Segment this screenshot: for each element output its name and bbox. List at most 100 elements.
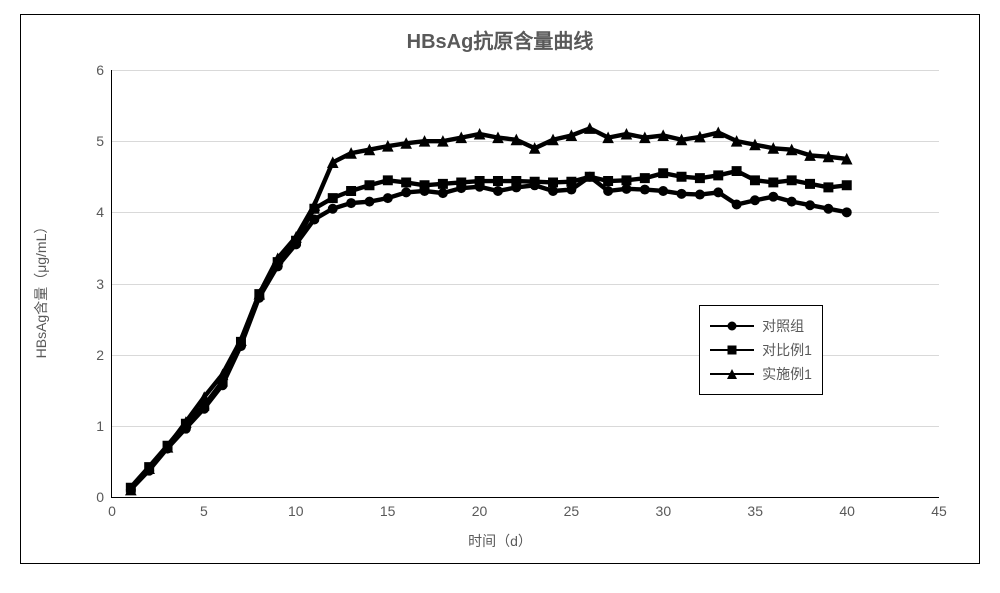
y-tick-label: 4 (96, 204, 112, 220)
marker-example1 (787, 145, 797, 155)
plot-area: 0123456051015202530354045对照组对比例1实施例1 (111, 70, 939, 498)
x-tick-label: 20 (472, 497, 488, 519)
marker-compare1 (769, 178, 778, 187)
marker-compare1 (732, 167, 741, 176)
marker-control (622, 184, 631, 193)
x-tick-label: 10 (288, 497, 304, 519)
marker-example1 (713, 128, 723, 138)
legend-swatch (710, 343, 754, 357)
y-tick-label: 2 (96, 347, 112, 363)
y-tick-label: 5 (96, 133, 112, 149)
marker-control (769, 192, 778, 201)
legend-label: 对照组 (762, 316, 804, 336)
marker-control (640, 185, 649, 194)
marker-example1 (566, 130, 576, 140)
triangle-icon (725, 367, 739, 381)
marker-control (659, 186, 668, 195)
marker-example1 (677, 135, 687, 145)
x-tick-label: 40 (839, 497, 855, 519)
marker-compare1 (622, 176, 631, 185)
marker-compare1 (714, 171, 723, 180)
marker-compare1 (604, 177, 613, 186)
marker-example1 (346, 148, 356, 158)
marker-control (549, 186, 558, 195)
marker-compare1 (383, 176, 392, 185)
marker-example1 (823, 152, 833, 162)
marker-compare1 (365, 181, 374, 190)
x-axis-label: 时间（d） (21, 531, 979, 551)
marker-example1 (640, 133, 650, 143)
marker-compare1 (567, 177, 576, 186)
marker-compare1 (328, 194, 337, 203)
marker-control (383, 194, 392, 203)
marker-compare1 (402, 178, 411, 187)
marker-control (402, 188, 411, 197)
marker-compare1 (438, 179, 447, 188)
marker-control (310, 215, 319, 224)
marker-control (714, 188, 723, 197)
x-tick-label: 35 (747, 497, 763, 519)
legend-label: 对比例1 (762, 340, 812, 360)
marker-compare1 (585, 172, 594, 181)
marker-example1 (658, 130, 668, 140)
marker-example1 (768, 143, 778, 153)
marker-control (824, 204, 833, 213)
marker-compare1 (420, 181, 429, 190)
marker-compare1 (549, 178, 558, 187)
marker-layer (112, 70, 939, 497)
marker-example1 (456, 133, 466, 143)
y-tick-label: 3 (96, 276, 112, 292)
marker-example1 (621, 129, 631, 139)
chart-legend: 对照组对比例1 实施例1 (699, 305, 823, 395)
marker-example1 (695, 132, 705, 142)
marker-compare1 (824, 183, 833, 192)
marker-control (695, 190, 704, 199)
chart-title: HBsAg抗原含量曲线 (21, 25, 979, 54)
marker-compare1 (493, 177, 502, 186)
marker-example1 (805, 150, 815, 160)
marker-control (604, 186, 613, 195)
marker-compare1 (347, 186, 356, 195)
marker-compare1 (530, 177, 539, 186)
marker-example1 (585, 123, 595, 133)
marker-example1 (750, 140, 760, 150)
marker-example1 (548, 135, 558, 145)
x-tick-label: 15 (380, 497, 396, 519)
marker-example1 (511, 135, 521, 145)
marker-compare1 (787, 176, 796, 185)
marker-example1 (420, 136, 430, 146)
marker-compare1 (695, 174, 704, 183)
marker-control (806, 201, 815, 210)
legend-row-compare1: 对比例1 (710, 340, 812, 360)
marker-control (677, 189, 686, 198)
marker-compare1 (806, 179, 815, 188)
marker-compare1 (750, 176, 759, 185)
marker-compare1 (677, 172, 686, 181)
legend-row-example1: 实施例1 (710, 364, 812, 384)
marker-example1 (493, 133, 503, 143)
marker-example1 (328, 158, 338, 168)
marker-compare1 (659, 169, 668, 178)
marker-compare1 (457, 178, 466, 187)
legend-row-control: 对照组 (710, 316, 812, 336)
marker-control (328, 204, 337, 213)
legend-swatch (710, 367, 754, 381)
legend-swatch (710, 319, 754, 333)
legend-label: 实施例1 (762, 364, 812, 384)
x-tick-label: 0 (108, 497, 116, 519)
y-tick-label: 1 (96, 418, 112, 434)
chart-container: HBsAg抗原含量曲线 HBsAg含量（μg/mL） 时间（d） 0123456… (20, 14, 980, 564)
marker-compare1 (842, 181, 851, 190)
x-tick-label: 25 (564, 497, 580, 519)
marker-example1 (383, 141, 393, 151)
marker-example1 (530, 143, 540, 153)
marker-example1 (603, 133, 613, 143)
marker-control (750, 196, 759, 205)
marker-control (365, 197, 374, 206)
marker-compare1 (512, 177, 521, 186)
x-tick-label: 45 (931, 497, 947, 519)
x-tick-label: 30 (656, 497, 672, 519)
square-icon (725, 343, 739, 357)
marker-example1 (199, 392, 209, 402)
marker-control (347, 199, 356, 208)
